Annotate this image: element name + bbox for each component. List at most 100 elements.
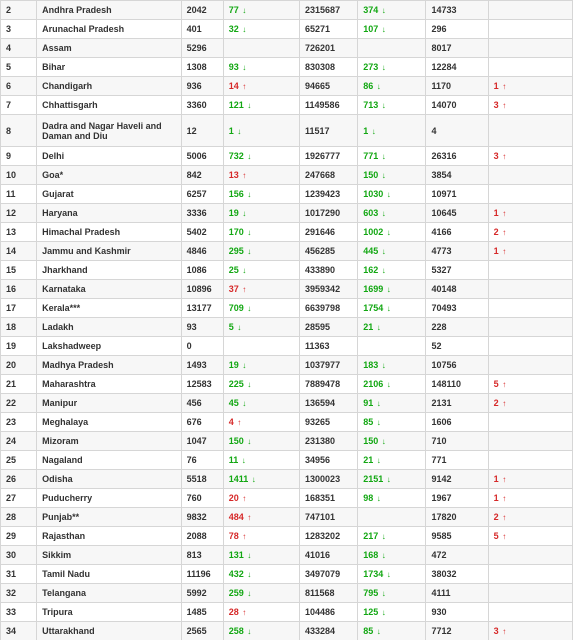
col-active-delta: 13 ↑ [223,166,299,185]
row-index: 17 [1,299,37,318]
col-recovered-delta: 1 ↑ [488,470,572,489]
col-active-delta: 14 ↑ [223,77,299,96]
delta-value: 1411 ↓ [229,474,256,484]
arrow-up-icon: ↑ [242,608,246,617]
col-confirmed-delta: 1 ↓ [358,115,426,147]
delta-value: 183 ↓ [363,360,386,370]
arrow-up-icon: ↑ [502,380,506,389]
delta-value: 91 ↓ [363,398,381,408]
arrow-down-icon: ↓ [247,304,251,313]
col-recovered-delta: 3 ↑ [488,147,572,166]
col-confirmed-delta [358,39,426,58]
col-confirmed: 1239423 [300,185,358,204]
delta-value: 484 ↑ [229,512,252,522]
state-name: Tripura [37,603,182,622]
col-confirmed-delta: 603 ↓ [358,204,426,223]
state-name: Manipur [37,394,182,413]
arrow-down-icon: ↓ [377,456,381,465]
state-name: Chhattisgarh [37,96,182,115]
col-confirmed: 1283202 [300,527,358,546]
col-active: 11196 [181,565,223,584]
arrow-up-icon: ↑ [242,82,246,91]
col-confirmed-delta: 98 ↓ [358,489,426,508]
col-active-delta: 37 ↑ [223,280,299,299]
col-recovered-delta [488,546,572,565]
arrow-down-icon: ↓ [377,399,381,408]
col-confirmed: 726201 [300,39,358,58]
col-recovered: 3854 [426,166,488,185]
arrow-up-icon: ↑ [502,101,506,110]
state-name: Andhra Pradesh [37,1,182,20]
col-recovered-delta: 2 ↑ [488,223,572,242]
col-confirmed-delta: 162 ↓ [358,261,426,280]
delta-value: 150 ↓ [229,436,252,446]
delta-value: 28 ↑ [229,607,247,617]
table-row: 24Mizoram1047150 ↓231380150 ↓710 [1,432,573,451]
col-active: 1485 [181,603,223,622]
delta-value: 2 ↑ [494,512,507,522]
table-row: 33Tripura148528 ↑104486125 ↓930 [1,603,573,622]
arrow-down-icon: ↓ [242,209,246,218]
table-row: 6Chandigarh93614 ↑9466586 ↓11701 ↑ [1,77,573,96]
col-confirmed-delta: 125 ↓ [358,603,426,622]
arrow-down-icon: ↓ [247,228,251,237]
col-active-delta: 258 ↓ [223,622,299,640]
col-confirmed-delta: 1030 ↓ [358,185,426,204]
delta-value: 85 ↓ [363,626,381,636]
col-recovered: 4 [426,115,488,147]
delta-value: 709 ↓ [229,303,252,313]
row-index: 12 [1,204,37,223]
col-recovered-delta [488,299,572,318]
arrow-down-icon: ↓ [382,209,386,218]
col-confirmed: 811568 [300,584,358,603]
arrow-down-icon: ↓ [382,437,386,446]
arrow-down-icon: ↓ [387,570,391,579]
table-row: 13Himachal Pradesh5402170 ↓2916461002 ↓4… [1,223,573,242]
row-index: 10 [1,166,37,185]
delta-value: 1699 ↓ [363,284,391,294]
col-confirmed: 104486 [300,603,358,622]
delta-value: 32 ↓ [229,24,247,34]
col-confirmed: 6639798 [300,299,358,318]
delta-value: 2106 ↓ [363,379,391,389]
col-confirmed: 747101 [300,508,358,527]
state-name: Jharkhand [37,261,182,280]
state-name: Karnataka [37,280,182,299]
col-confirmed: 65271 [300,20,358,39]
row-index: 15 [1,261,37,280]
col-recovered-delta: 2 ↑ [488,508,572,527]
table-row: 27Puducherry76020 ↑16835198 ↓19671 ↑ [1,489,573,508]
delta-value: 45 ↓ [229,398,247,408]
col-active: 2565 [181,622,223,640]
col-recovered: 10756 [426,356,488,375]
col-confirmed: 1037977 [300,356,358,375]
row-index: 4 [1,39,37,58]
delta-value: 5 ↑ [494,531,507,541]
col-active-delta: 32 ↓ [223,20,299,39]
col-active-delta: 93 ↓ [223,58,299,77]
col-recovered-delta [488,115,572,147]
col-active-delta: 432 ↓ [223,565,299,584]
col-recovered-delta [488,58,572,77]
col-recovered-delta [488,261,572,280]
col-active: 3336 [181,204,223,223]
delta-value: 19 ↓ [229,360,247,370]
table-row: 31Tamil Nadu11196432 ↓34970791734 ↓38032 [1,565,573,584]
col-confirmed-delta: 85 ↓ [358,413,426,432]
delta-value: 168 ↓ [363,550,386,560]
arrow-down-icon: ↓ [252,475,256,484]
state-name: Nagaland [37,451,182,470]
delta-value: 1 ↓ [229,126,242,136]
delta-value: 86 ↓ [363,81,381,91]
delta-value: 3 ↑ [494,151,507,161]
col-confirmed: 1149586 [300,96,358,115]
row-index: 8 [1,115,37,147]
col-confirmed-delta: 21 ↓ [358,451,426,470]
delta-value: 5 ↓ [229,322,242,332]
col-recovered: 12284 [426,58,488,77]
row-index: 26 [1,470,37,489]
col-recovered-delta: 5 ↑ [488,527,572,546]
col-recovered: 710 [426,432,488,451]
col-active-delta: 28 ↑ [223,603,299,622]
col-active: 2088 [181,527,223,546]
